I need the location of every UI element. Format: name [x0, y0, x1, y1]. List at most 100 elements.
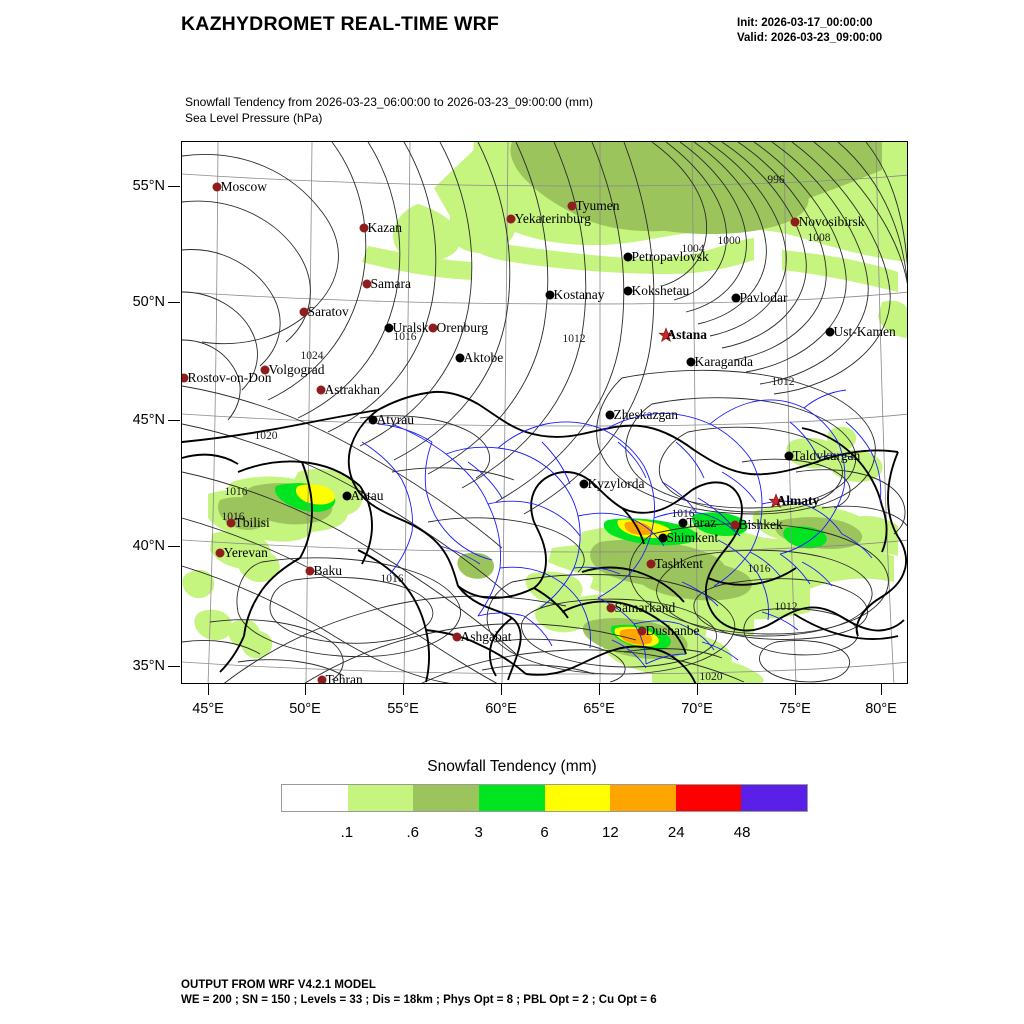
city-label: Tashkent [654, 555, 704, 571]
city-label: Yekaterinburg [514, 210, 591, 226]
city-marker-tbilisi: Tbilisi [226, 515, 270, 530]
city-marker-yerevan: Yerevan [215, 545, 268, 560]
city-marker-saratov: Saratov [299, 304, 349, 319]
colorbar-swatch-4 [544, 785, 611, 811]
city-dot-icon [730, 520, 740, 530]
city-dot-icon [545, 290, 555, 300]
city-marker-atyrau: Atyrau [368, 412, 414, 427]
city-label: Dushanbe [645, 622, 700, 638]
city-marker-aktau: Aktau [342, 488, 384, 503]
model-config: WE = 200 ; SN = 150 ; Levels = 33 ; Dis … [181, 994, 657, 1006]
city-marker-almaty: Almaty [768, 493, 819, 509]
contour-label-1016-12: 1016 [747, 563, 771, 575]
lon-tick-75 [795, 684, 797, 695]
city-marker-astana: Astana [658, 327, 707, 343]
city-dot-icon [825, 327, 835, 337]
contour-label-1012-4: 1012 [562, 333, 586, 345]
contour-label-1004-3: 1004 [681, 243, 705, 255]
city-marker-orenburg: Orenburg [428, 320, 488, 335]
city-marker-uralsk: Uralsk [384, 320, 429, 335]
colorbar-title: Snowfall Tendency (mm) [427, 758, 597, 775]
city-marker-taraz: Taraz [678, 515, 716, 530]
city-label: Taldykurgan [792, 447, 861, 463]
lat-tick-50 [168, 302, 180, 304]
colorbar-swatch-3 [478, 785, 545, 811]
city-label: Novosibirsk [798, 213, 865, 229]
lon-tick-70 [697, 684, 699, 695]
city-dot-icon [359, 223, 369, 233]
map-panel: 996 1000 1008 1004 1012 1012 1012 1016 1016 1016 1… [133, 141, 908, 717]
city-marker-karaganda: Karaganda [686, 354, 753, 369]
capital-star-icon [658, 327, 674, 343]
contour-label-1016-7: 1016 [393, 331, 417, 343]
city-marker-astrakhan: Astrakhan [316, 382, 380, 397]
city-dot-icon [362, 279, 372, 289]
city-dot-icon [790, 217, 800, 227]
city-marker-yekaterinburg: Yekaterinburg [506, 211, 591, 226]
city-dot-icon [579, 479, 589, 489]
city-dot-icon [212, 182, 222, 192]
city-dot-icon [455, 353, 465, 363]
contour-label-1008-2: 1008 [807, 232, 831, 244]
colorbar-label-48: 48 [733, 824, 751, 841]
colorbar-label-.6: .6 [406, 824, 420, 841]
city-dot-icon [305, 566, 315, 576]
city-marker-zheskazgan: Zheskazgan [605, 407, 678, 422]
city-marker-samarkand: Samarkand [606, 600, 675, 615]
city-label: Aktobe [463, 349, 504, 365]
city-dot-icon [260, 365, 270, 375]
lon-label-75: 75°E [779, 701, 811, 717]
city-label: Orenburg [436, 319, 489, 335]
city-label: Samara [370, 275, 411, 291]
city-label: Pavlodar [739, 289, 788, 305]
weather-map-svg [182, 142, 907, 683]
city-marker-kostanay: Kostanay [545, 287, 605, 302]
city-marker-tehran: Tehran [317, 672, 363, 683]
colorbar-label-12: 12 [602, 824, 619, 841]
contour-label-1012-5: 1012 [771, 376, 795, 388]
city-label: Baku [313, 562, 343, 578]
city-label: Astrakhan [324, 381, 380, 397]
city-dot-icon [658, 533, 668, 543]
city-marker-volgograd: Volgograd [260, 362, 325, 377]
city-marker-dushanbe: Dushanbe [637, 623, 700, 638]
city-label: Tehran [325, 671, 363, 684]
city-dot-icon [623, 286, 633, 296]
snow-fill-06-3 [218, 142, 882, 659]
city-dot-icon [686, 357, 696, 367]
lat-label-45: 45°N [132, 412, 165, 428]
lat-tick-40 [168, 546, 180, 548]
city-dot-icon [784, 451, 794, 461]
city-label: Shimkent [666, 529, 719, 545]
city-label: Tbilisi [234, 514, 270, 530]
city-dot-icon [731, 293, 741, 303]
country-borders [182, 390, 907, 683]
capital-star-icon [768, 493, 784, 509]
city-label: Moscow [220, 178, 268, 194]
contour-label-1024-15: 1024 [300, 350, 324, 362]
city-label: Uralsk [392, 319, 429, 335]
city-marker-baku: Baku [305, 563, 342, 578]
city-label: Kazan [367, 219, 402, 235]
contour-label-1020-13: 1020 [254, 430, 278, 442]
contour-label-1016-8: 1016 [224, 486, 248, 498]
contour-label-1016-11: 1016 [671, 508, 695, 520]
lon-label-80: 80°E [865, 701, 897, 717]
city-label: Atyrau [376, 411, 415, 427]
city-label: Bishkek [738, 516, 783, 532]
city-marker-tyumen: Tyumen [567, 198, 620, 213]
city-dot-icon [316, 385, 326, 395]
lat-tick-35 [168, 666, 180, 668]
model-output-footer: OUTPUT FROM WRF V4.2.1 MODEL WE = 200 ; … [181, 978, 657, 1008]
city-dot-icon [428, 323, 438, 333]
lon-tick-50 [305, 684, 307, 695]
lon-tick-65 [599, 684, 601, 695]
city-marker-taldykurgan: Taldykurgan [784, 448, 860, 463]
city-marker-layer: Moscow Kazan Samara Saratov Volgograd Rostov-… [182, 142, 907, 683]
contour-label-layer: 996 1000 1008 1004 1012 1012 1012 1016 1016 1016 1… [182, 142, 907, 683]
city-dot-icon [215, 548, 225, 558]
lat-label-50: 50°N [132, 294, 165, 310]
contour-label-996-0: 996 [767, 174, 785, 186]
city-dot-icon [384, 323, 394, 333]
city-marker-aktobe: Aktobe [455, 350, 503, 365]
